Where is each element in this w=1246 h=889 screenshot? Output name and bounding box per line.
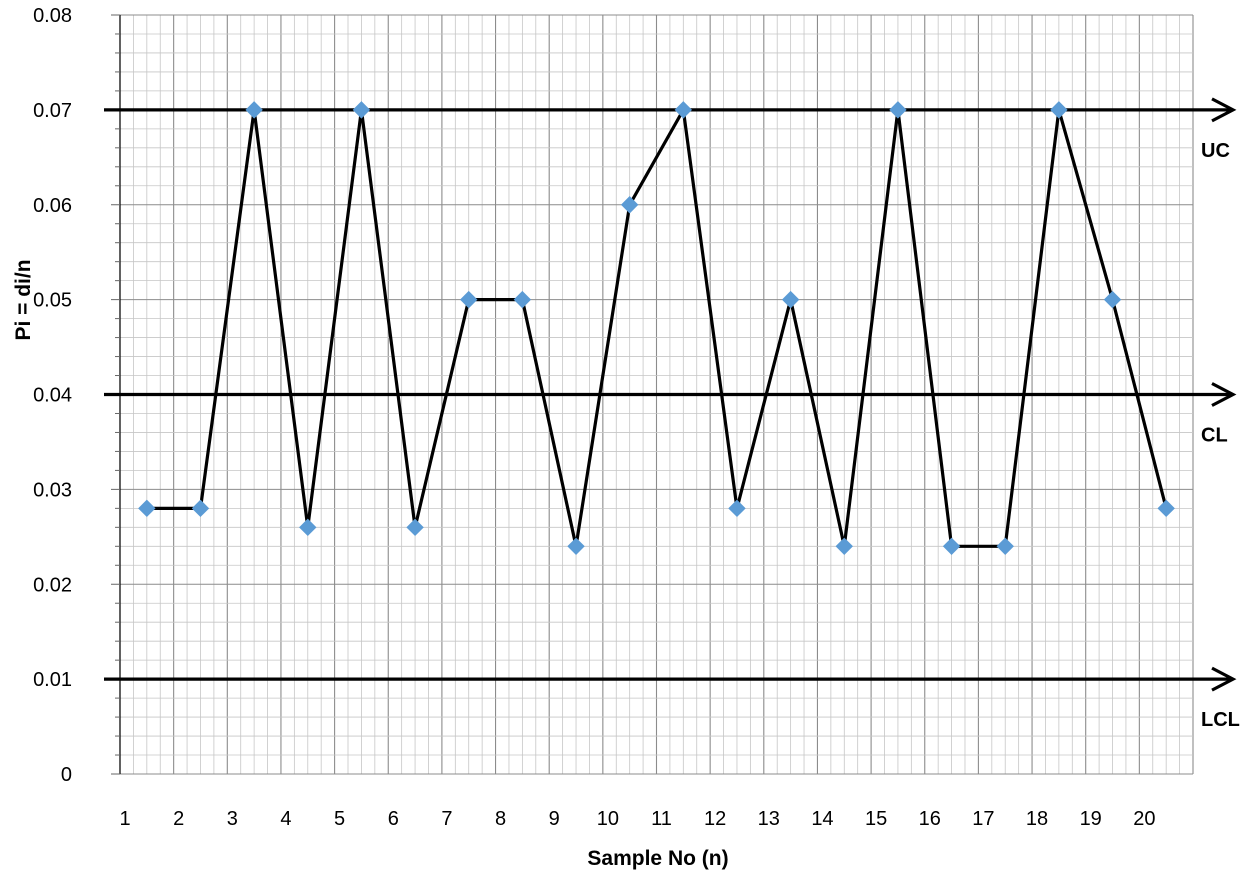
x-tick-label: 5 [334,808,345,830]
y-tick-label: 0.05 [33,290,72,312]
x-tick-label: 19 [1080,808,1102,830]
x-tick-label: 7 [441,808,452,830]
y-tick-label: 0.03 [33,479,72,501]
labels: Sample No (n) Pi = di/n 0 0.01 0.02 0.03 0.0… [12,5,1240,870]
control-line-label-lcl: LCL [1201,709,1240,731]
x-tick-label: 17 [972,808,994,830]
x-tick-label: 16 [919,808,941,830]
y-tick-label: 0.07 [33,100,72,122]
data-point-marker [460,290,478,309]
data-point-marker [191,499,210,518]
x-tick-label: 4 [280,808,291,830]
x-tick-label: 18 [1026,808,1048,830]
data-point-marker [889,101,907,119]
x-tick-label: 9 [549,808,560,830]
x-tick-label: 11 [651,808,672,830]
x-tick-label: 10 [597,808,619,830]
y-axis-title: Pi = di/n [12,259,35,340]
x-tick-label: 1 [119,808,130,830]
control-line-label-cl: CL [1201,425,1228,447]
data-point-marker [567,537,585,556]
x-tick-label: 8 [495,808,506,830]
data-point-marker [674,101,693,119]
data-point-marker [781,290,800,309]
data-point-marker [1157,499,1175,518]
data-point-marker [835,537,853,556]
data-point-marker [138,499,156,518]
x-tick-label: 20 [1133,808,1155,830]
x-tick-label: 13 [758,808,780,830]
data-point-marker [352,101,371,119]
data-point-marker [245,101,263,119]
x-axis-title: Sample No (n) [587,847,728,870]
data-point-marker [513,290,532,309]
y-tick-label: 0.02 [33,574,72,596]
data-series [138,101,1175,556]
y-tick-label: 0.04 [33,385,72,407]
control-line-arrowhead [1211,382,1237,407]
series-line [146,104,1168,548]
data-point-marker [996,537,1014,556]
y-tick-label: 0.01 [33,669,72,691]
control-line-label-uc: UC [1201,140,1230,162]
control-line-arrowhead [1211,97,1237,123]
data-point-marker [1050,101,1068,119]
x-tick-label: 12 [704,808,726,830]
x-tick-label: 15 [865,808,887,830]
data-point-marker [728,499,746,518]
y-tick-label: 0 [61,764,72,786]
x-tick-label: 3 [227,808,238,830]
x-tick-label: 14 [811,808,833,830]
x-tick-label: 6 [388,808,399,830]
data-point-marker [942,537,961,556]
control-line-arrowhead [1211,666,1237,692]
data-point-marker [299,518,317,537]
data-point-marker [406,518,424,537]
x-tick-label: 2 [173,808,184,830]
data-point-marker [1103,290,1122,309]
control-lines [104,97,1237,692]
y-tick-label: 0.06 [33,195,72,217]
y-tick-label: 0.08 [33,5,72,27]
data-point-marker [620,196,639,214]
